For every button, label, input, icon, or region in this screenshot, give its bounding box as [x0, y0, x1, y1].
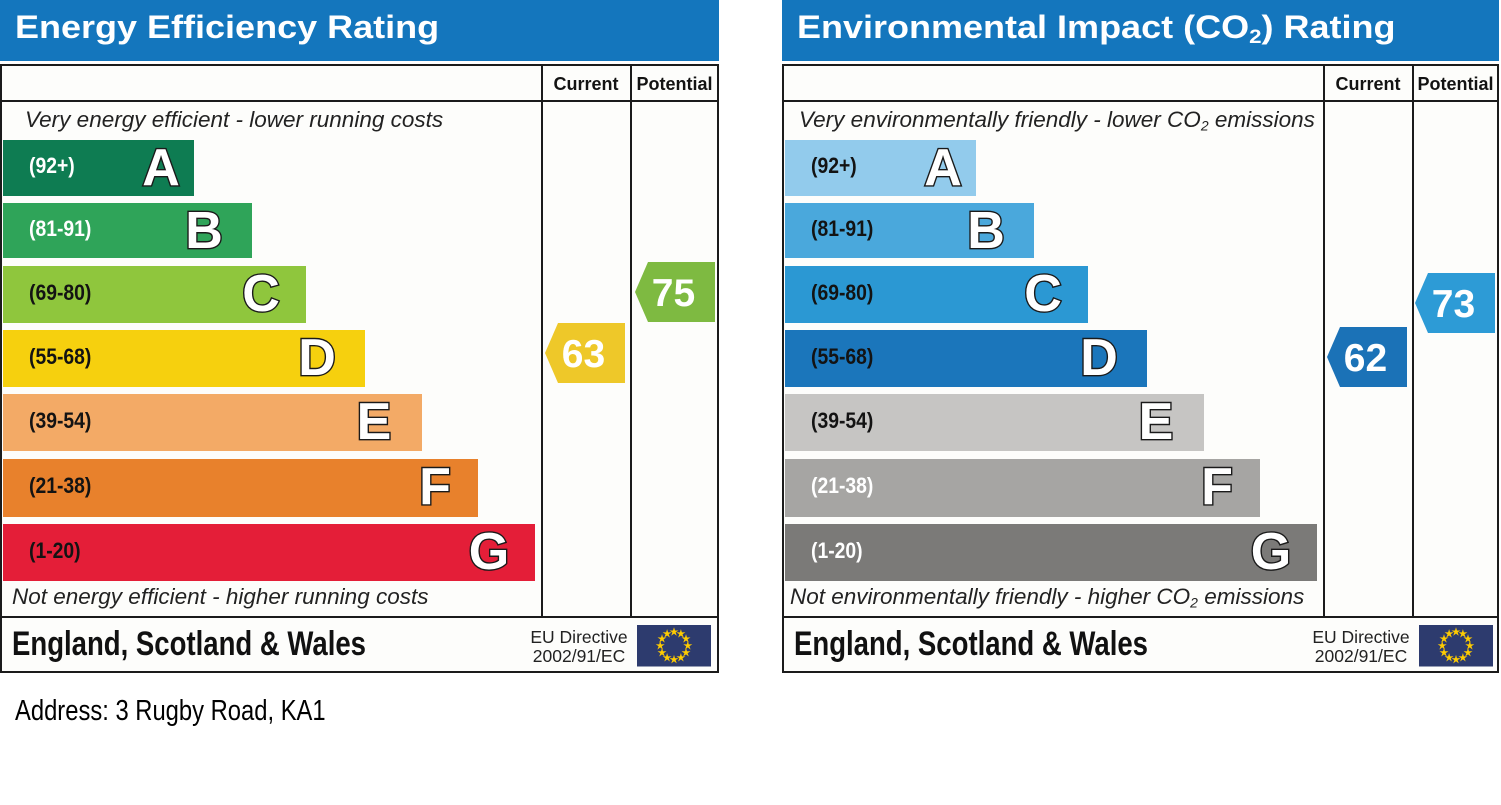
svg-text:75: 75	[652, 272, 695, 315]
svg-text:62: 62	[1344, 337, 1387, 380]
svg-text:D: D	[1080, 330, 1118, 386]
svg-text:B: B	[185, 203, 223, 259]
svg-text:D: D	[298, 330, 336, 386]
svg-text:E: E	[1139, 394, 1174, 450]
svg-text:B: B	[967, 203, 1005, 259]
svg-text:C: C	[242, 266, 280, 322]
svg-text:73: 73	[1432, 283, 1475, 326]
svg-text:F: F	[1201, 459, 1233, 515]
svg-text:G: G	[1251, 524, 1291, 580]
svg-text:G: G	[469, 524, 509, 580]
svg-text:E: E	[357, 394, 392, 450]
svg-text:C: C	[1024, 266, 1062, 322]
svg-text:F: F	[419, 459, 451, 515]
svg-text:A: A	[924, 140, 962, 196]
svg-text:A: A	[142, 140, 180, 196]
svg-text:63: 63	[562, 333, 605, 376]
